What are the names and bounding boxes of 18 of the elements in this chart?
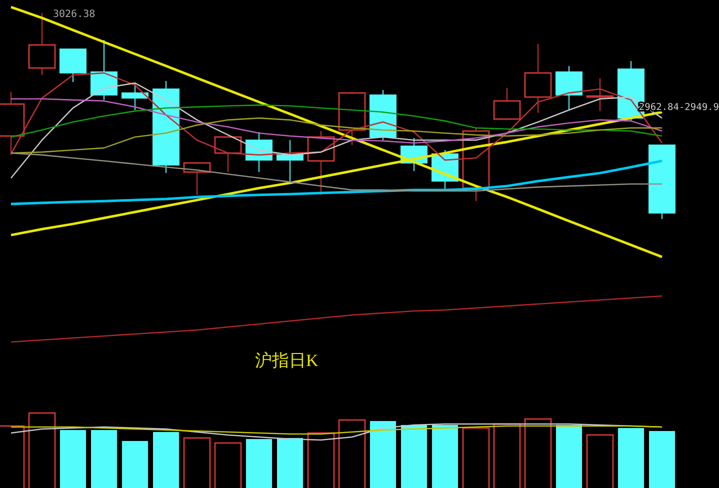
bar <box>370 421 396 488</box>
bar <box>91 430 117 488</box>
bar <box>432 425 458 488</box>
candlestick <box>276 140 304 182</box>
bar <box>401 425 427 488</box>
candlestick <box>586 78 614 112</box>
text: 沪指日K <box>255 351 319 370</box>
bar <box>246 439 272 488</box>
annotation: 3026.38 <box>53 9 96 20</box>
bar <box>277 438 303 488</box>
bar <box>153 432 179 488</box>
bar <box>60 430 86 488</box>
candlestick <box>122 82 148 111</box>
candlestick <box>556 65 582 111</box>
bar <box>122 440 148 488</box>
bar <box>618 428 644 488</box>
bar <box>556 425 582 488</box>
bar <box>649 431 675 488</box>
